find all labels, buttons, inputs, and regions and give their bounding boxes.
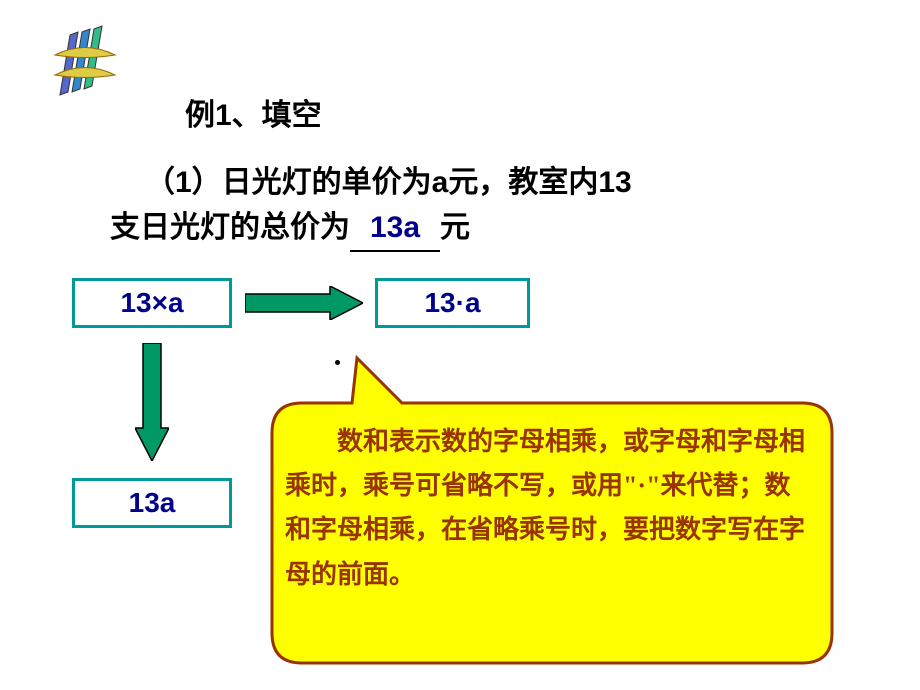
problem-post: 元 [440, 211, 470, 244]
box-a-text: 13×a [120, 287, 183, 319]
example-title: 例1、填空 [185, 90, 322, 134]
arrow-down-icon [135, 343, 169, 461]
box-13a: 13a [72, 478, 232, 528]
box-13-dot-a: 13·a [375, 278, 530, 328]
explanation-bubble: 数和表示数的字母相乘，或字母和字母相乘时，乘号可省略不写，或用"·"来代替；数和… [285, 420, 810, 597]
fill-answer: 13a [370, 211, 420, 244]
box-b-text: 13·a [424, 287, 480, 319]
box-c-text: 13a [129, 487, 176, 519]
problem-line-1: （1）日光灯的单价为a元，教室内13 [145, 160, 632, 205]
arrow-right-icon [245, 286, 363, 320]
problem-line-2: 支日光灯的总价为 13a 元 [110, 205, 470, 252]
box-13-times-a: 13×a [72, 278, 232, 328]
logo-icon [50, 20, 120, 105]
problem-pre: 支日光灯的总价为 [110, 211, 350, 244]
bubble-text: 数和表示数的字母相乘，或字母和字母相乘时，乘号可省略不写，或用"·"来代替；数和… [285, 427, 805, 589]
